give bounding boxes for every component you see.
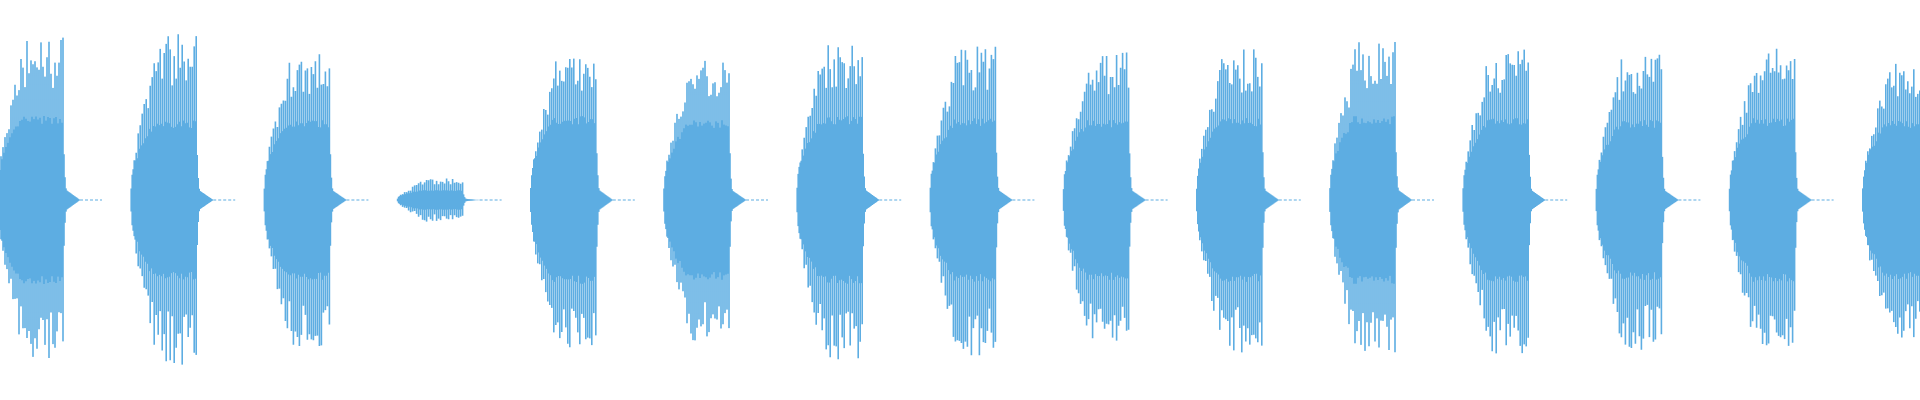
waveform-burst: [663, 60, 768, 341]
waveform-burst: [130, 34, 236, 365]
waveform-burst-samples: [530, 58, 613, 348]
waveform-burst-samples: [929, 46, 1013, 356]
waveform-burst: [396, 178, 502, 222]
waveform-burst-samples: [1862, 63, 1920, 338]
waveform-burst-samples: [396, 178, 480, 222]
waveform-burst: [1196, 49, 1301, 353]
waveform-burst: [1329, 42, 1434, 353]
waveform-burst-samples: [1329, 42, 1412, 353]
waveform-burst: [796, 45, 902, 360]
waveform-burst-samples: [1196, 49, 1279, 353]
waveform-burst-samples: [1062, 52, 1146, 341]
waveform-burst-samples: [130, 34, 213, 365]
waveform-burst: [929, 46, 1035, 356]
waveform-burst-samples: [1462, 49, 1545, 354]
waveform-burst-samples: [1728, 48, 1812, 346]
waveform-burst-samples: [0, 37, 80, 358]
waveform-burst: [1862, 63, 1920, 338]
waveform-burst: [530, 58, 635, 348]
waveform-burst: [1728, 48, 1834, 346]
waveform-burst: [1062, 52, 1168, 341]
waveform-burst: [1595, 54, 1701, 350]
waveform-burst: [263, 54, 369, 346]
waveform-burst-samples: [1595, 54, 1679, 350]
waveform-burst-samples: [796, 45, 879, 360]
waveform-burst-samples: [663, 60, 746, 341]
waveform-burst: [1462, 49, 1568, 354]
waveform-burst-samples: [263, 54, 347, 346]
waveform-burst: [0, 37, 102, 358]
